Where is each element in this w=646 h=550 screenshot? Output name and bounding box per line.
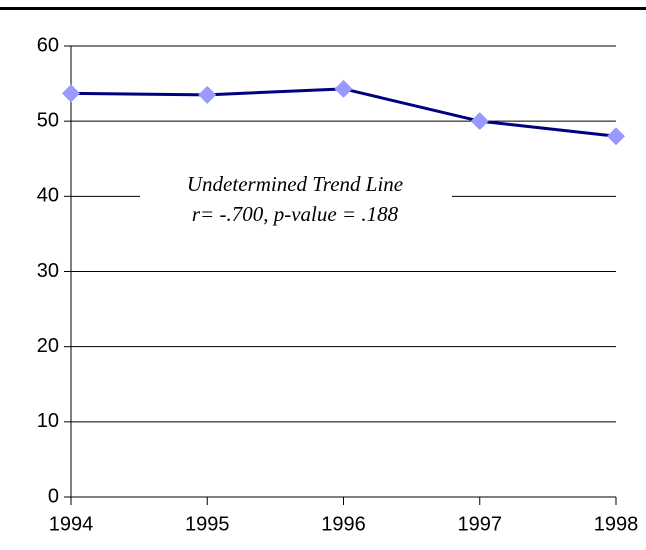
x-tick-label: 1995 [185,513,230,535]
y-tick-label: 40 [37,185,59,207]
x-tick-label: 1994 [49,513,94,535]
y-tick-label: 60 [37,34,59,56]
y-tick-label: 20 [37,335,59,357]
marker [62,84,80,103]
annotation: r= -.700, p-value = .188 [192,202,399,226]
y-tick-label: 30 [37,260,59,282]
marker [198,85,217,104]
y-tick-label: 10 [37,410,59,432]
annotation: Undetermined Trend Line [187,172,403,196]
marker [470,112,489,131]
marker [607,127,625,146]
annotation-bg [140,168,452,232]
x-tick-label: 1998 [594,513,639,535]
y-tick-label: 0 [48,485,59,507]
top-rule [0,7,646,10]
marker [334,79,353,98]
x-tick-label: 1996 [321,513,366,535]
y-tick-label: 50 [37,109,59,131]
x-tick-label: 1997 [458,513,503,535]
